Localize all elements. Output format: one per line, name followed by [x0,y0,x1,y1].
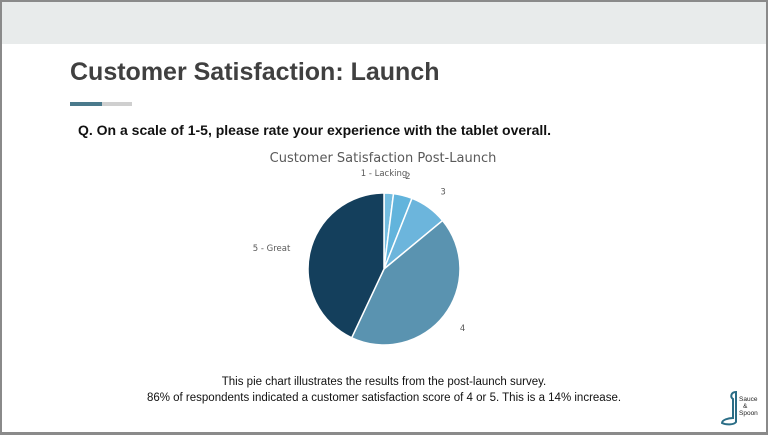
slide-title: Customer Satisfaction: Launch [70,58,440,86]
pie-label-1: 1 - Lacking [361,169,408,179]
pie-label-2: 2 [405,172,410,182]
chart-title: Customer Satisfaction Post-Launch [270,151,497,166]
title-accent-bar [70,102,132,106]
caption-line-1: This pie chart illustrates the results f… [221,376,547,388]
spoon-icon: Sauce & Spoon [720,390,758,426]
survey-question: Q. On a scale of 1-5, please rate your e… [78,122,552,138]
pie-slice-4 [350,219,461,346]
pie-slice-5 [307,192,385,339]
chart-caption: This pie chart illustrates the results f… [2,374,766,406]
caption-line-2: 86% of respondents indicated a customer … [146,392,622,404]
logo-text-amp: & [743,403,748,410]
header-band [2,2,766,44]
logo-text-spoon: Spoon [739,410,758,417]
logo-text-sauce: Sauce [739,396,758,403]
pie-label-3: 3 [440,187,445,197]
sauce-and-spoon-logo: Sauce & Spoon [716,390,762,426]
pie-label-4: 4 [460,324,465,334]
accent-bar-light [102,102,132,106]
accent-bar-dark [70,102,102,106]
pie-label-5: 5 - Great [253,244,291,254]
